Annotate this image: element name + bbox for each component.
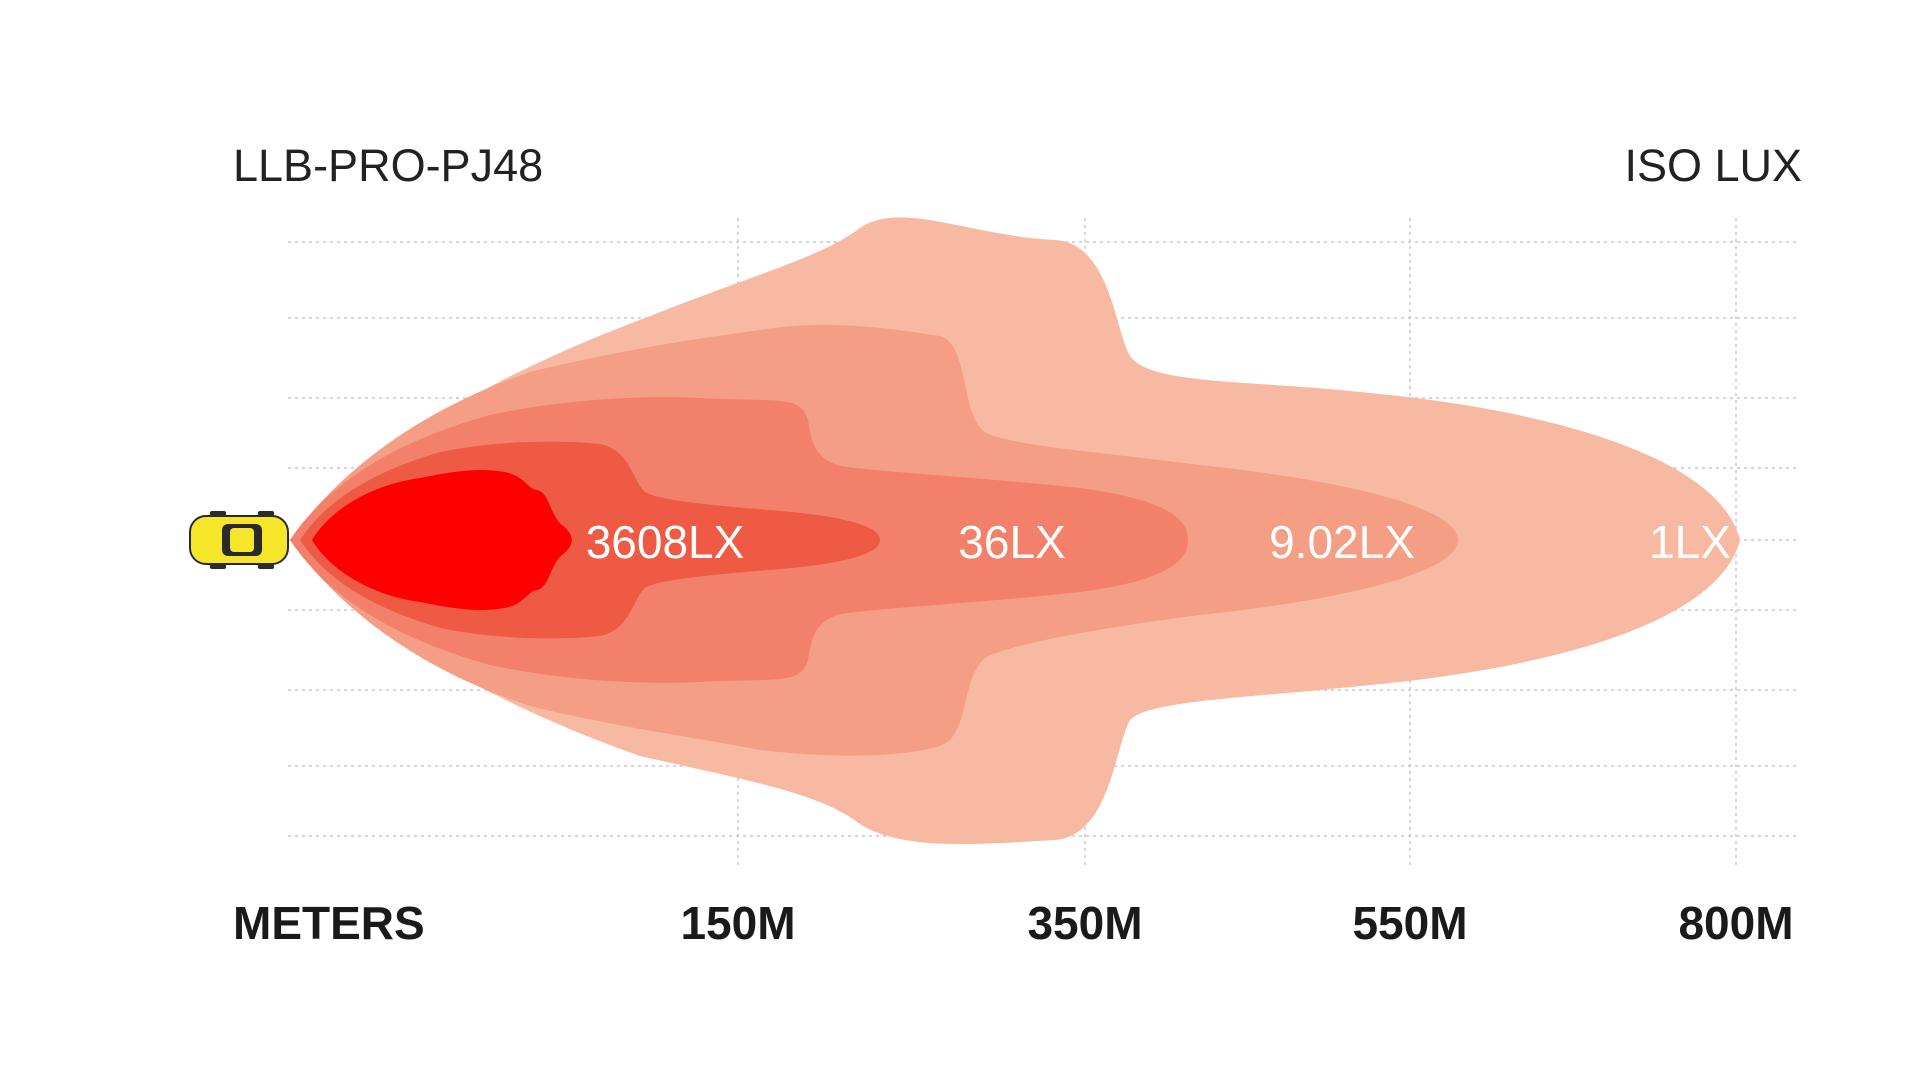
car-roof-inner	[230, 528, 254, 552]
zone-label-1lx: 1LX	[1649, 516, 1731, 568]
x-tick-label: 350M	[1027, 897, 1143, 949]
vehicle-icon	[189, 511, 289, 569]
car-wheel	[210, 511, 226, 517]
car-wheel	[210, 563, 226, 569]
zone-label-9lx: 9.02LX	[1269, 516, 1415, 568]
x-tick-label: 800M	[1678, 897, 1794, 949]
x-axis-label: METERS	[233, 897, 425, 949]
car-wheel	[258, 563, 274, 569]
zone-label-3608lx: 3608LX	[585, 516, 745, 568]
x-tick-label: 550M	[1352, 897, 1468, 949]
car-wheel	[258, 511, 274, 517]
x-tick-label: 150M	[680, 897, 796, 949]
zone-label-36lx: 36LX	[958, 516, 1066, 568]
beam-core	[312, 470, 572, 610]
chart-title: ISO LUX	[1624, 140, 1802, 191]
product-name: LLB-PRO-PJ48	[233, 140, 544, 191]
